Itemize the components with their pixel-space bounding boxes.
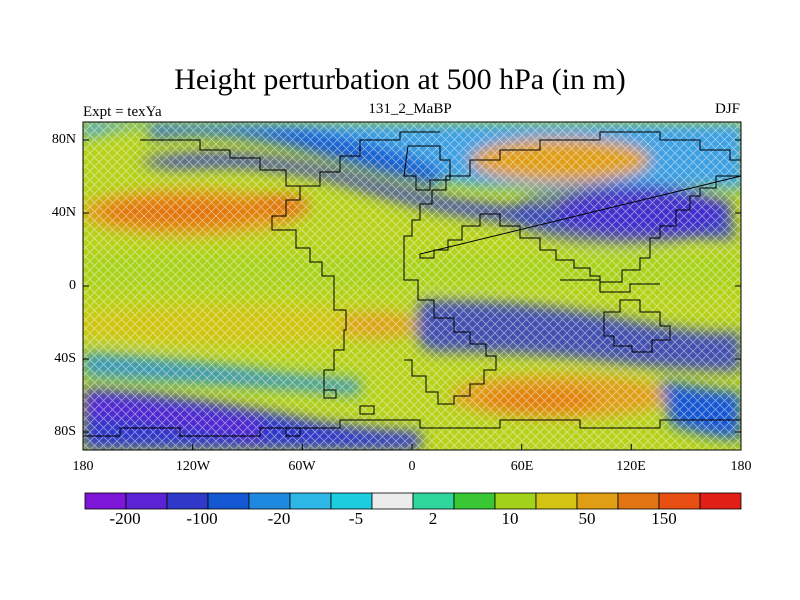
colorbar-swatch — [494, 492, 537, 510]
height-perturbation-field — [83, 122, 741, 450]
colorbar-swatch — [453, 492, 496, 510]
colorbar-swatch — [125, 492, 168, 510]
colorbar-swatch — [166, 492, 209, 510]
colorbar-label: -200 — [109, 509, 141, 528]
colorbar-swatch — [699, 492, 742, 510]
lat-tick-40s: 40S — [54, 351, 76, 366]
lat-tick-80s: 80S — [54, 424, 76, 439]
colorbar-label: 10 — [501, 509, 519, 528]
colorbar-swatch — [207, 492, 250, 510]
lon-tick-120e: 120E — [616, 459, 646, 474]
colorbar-swatch — [289, 492, 332, 510]
axis-ticks — [82, 139, 742, 450]
colorbar-label: 50 — [578, 509, 596, 528]
colorbar-label: -100 — [186, 509, 218, 528]
colorbar-label: -5 — [348, 509, 364, 528]
experiment-label: Expt = texYa — [83, 104, 162, 120]
lon-tick-60w: 60W — [288, 459, 316, 474]
colorbar-swatch — [84, 492, 127, 510]
colorbar-swatch — [617, 492, 660, 510]
colorbar-label: -20 — [267, 509, 291, 528]
lon-tick-180e: 180 — [730, 459, 752, 474]
season-label: DJF — [714, 101, 740, 117]
lon-tick-0: 0 — [408, 459, 416, 474]
chart-title: Height perturbation at 500 hPa (in m) — [174, 63, 626, 96]
colorbar-swatch — [248, 492, 291, 510]
colorbar-label: 2 — [428, 509, 438, 528]
case-label: 131_2_MaBP — [368, 101, 452, 117]
lon-tick-120w: 120W — [175, 459, 211, 474]
colorbar-swatch — [576, 492, 619, 510]
coastline-outlines — [83, 131, 741, 437]
lat-tick-80n: 80N — [51, 132, 76, 147]
colorbar-swatch — [658, 492, 701, 510]
colorbar-label: 150 — [651, 509, 677, 528]
lon-tick-180w: 180 — [72, 459, 94, 474]
lat-tick-0: 0 — [69, 278, 76, 293]
colorbar-swatch — [412, 492, 455, 510]
colorbar — [84, 492, 742, 510]
colorbar-swatch — [330, 492, 373, 510]
colorbar-swatch — [535, 492, 578, 510]
colorbar-swatch — [371, 492, 414, 510]
lon-tick-60e: 60E — [510, 459, 534, 474]
lat-tick-40n: 40N — [51, 205, 76, 220]
